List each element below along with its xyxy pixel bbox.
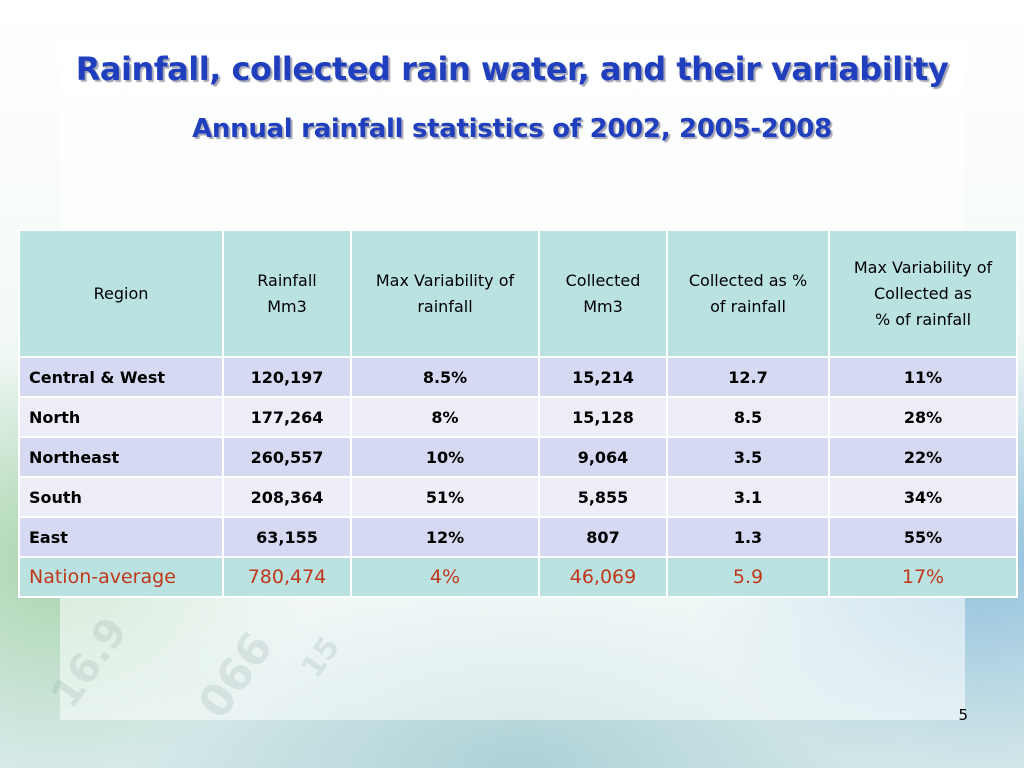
cell-collected-percent: 3.5 [666,436,830,478]
cell-collected: 5,855 [538,476,668,518]
cell-rainfall: 63,155 [222,516,352,558]
header-label-line: Max Variability of [853,257,993,277]
cell-collected: 807 [538,516,668,558]
header-label-line: Collected [565,270,641,290]
cell-region: Central & West [18,356,224,398]
cell-max-variability-rainfall: 8% [350,396,540,438]
cell-max-variability-collected: 22% [828,436,1018,478]
cell-collected: 15,128 [538,396,668,438]
slide-title: Rainfall, collected rain water, and thei… [75,50,949,88]
rainfall-statistics-table: Region Rainfall Mm3 Max Variability of rai… [18,229,1018,598]
cell-max-variability-rainfall: 12% [350,516,540,558]
header-rainfall: Rainfall Mm3 [222,229,352,358]
header-label-line: Rainfall [257,270,317,290]
cell-max-variability-collected: 11% [828,356,1018,398]
header-max-variability-collected: Max Variability of Collected as % of rainf… [828,229,1018,358]
header-label: Region [93,283,149,303]
cell-collected-percent: 8.5 [666,396,830,438]
table-row: Northeast 260,557 10% 9,064 3.5 22% [18,436,1018,478]
cell-max-variability-rainfall: 51% [350,476,540,518]
cell-max-variability-collected: 28% [828,396,1018,438]
header-label-line: Mm3 [583,296,623,316]
cell-collected-percent: 1.3 [666,516,830,558]
header-label-line: of rainfall [710,296,786,316]
total-collected: 46,069 [538,556,668,598]
header-label-line: Collected as [874,283,972,303]
cell-max-variability-rainfall: 10% [350,436,540,478]
cell-region: North [18,396,224,438]
header-label-line: Max Variability of [375,270,515,290]
cell-max-variability-collected: 55% [828,516,1018,558]
total-collected-percent: 5.9 [666,556,830,598]
header-label-line: Mm3 [267,296,307,316]
cell-region: East [18,516,224,558]
header-label-line: rainfall [417,296,473,316]
cell-region: South [18,476,224,518]
total-max-variability-rainfall: 4% [350,556,540,598]
cell-collected: 9,064 [538,436,668,478]
table-row: East 63,155 12% 807 1.3 55% [18,516,1018,558]
cell-rainfall: 260,557 [222,436,352,478]
header-region: Region [18,229,224,358]
cell-rainfall: 208,364 [222,476,352,518]
table-header-row: Region Rainfall Mm3 Max Variability of rai… [18,229,1018,358]
header-label-line: Collected as % [688,270,808,290]
cell-max-variability-collected: 34% [828,476,1018,518]
table-row: South 208,364 51% 5,855 3.1 34% [18,476,1018,518]
cell-region: Northeast [18,436,224,478]
table-row: Central & West 120,197 8.5% 15,214 12.7 … [18,356,1018,398]
cell-rainfall: 177,264 [222,396,352,438]
cell-collected: 15,214 [538,356,668,398]
total-max-variability-collected: 17% [828,556,1018,598]
page-number: 5 [958,706,968,724]
cell-max-variability-rainfall: 8.5% [350,356,540,398]
cell-collected-percent: 12.7 [666,356,830,398]
header-collected-percent: Collected as % of rainfall [666,229,830,358]
header-label-line: % of rainfall [874,309,972,329]
slide-subtitle: Annual rainfall statistics of 2002, 2005… [192,114,832,144]
header-collected: Collected Mm3 [538,229,668,358]
table-total-row: Nation-average 780,474 4% 46,069 5.9 17% [18,556,1018,598]
total-rainfall: 780,474 [222,556,352,598]
cell-rainfall: 120,197 [222,356,352,398]
total-region: Nation-average [18,556,224,598]
cell-collected-percent: 3.1 [666,476,830,518]
table-row: North 177,264 8% 15,128 8.5 28% [18,396,1018,438]
header-max-variability-rainfall: Max Variability of rainfall [350,229,540,358]
